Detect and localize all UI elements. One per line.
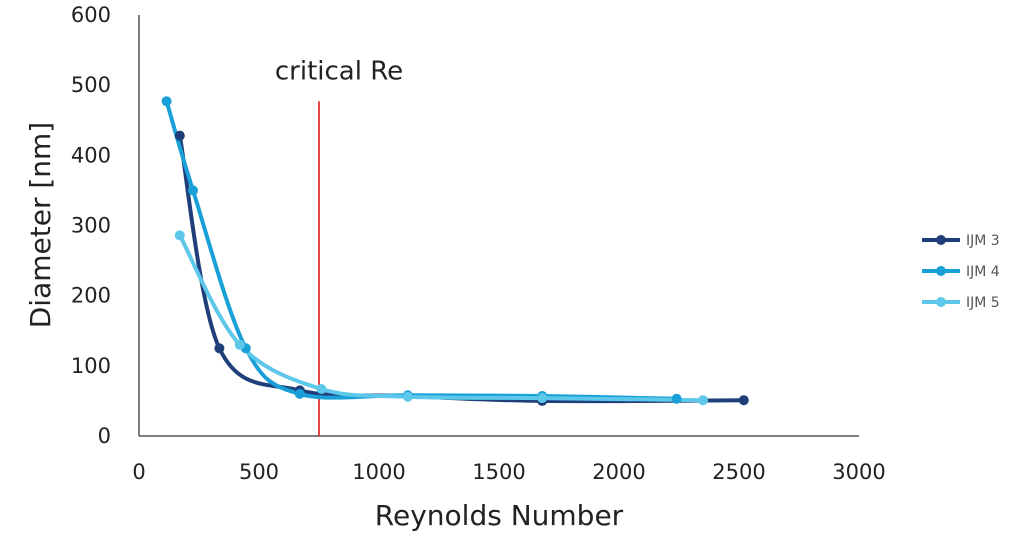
series-line-1 bbox=[164, 99, 679, 401]
x-tick-label: 1500 bbox=[472, 460, 525, 484]
x-tick-labels: 0 500 1000 1500 2000 2500 3000 bbox=[132, 460, 885, 484]
legend-label: IJM 5 bbox=[966, 295, 1000, 311]
x-tick-label: 2000 bbox=[592, 460, 645, 484]
legend-item: IJM 3 bbox=[922, 233, 1000, 249]
x-tick-label: 500 bbox=[239, 460, 279, 484]
legend-swatch-marker bbox=[936, 235, 946, 245]
data-point bbox=[671, 393, 682, 404]
y-tick-label: 300 bbox=[71, 214, 111, 238]
legend-item: IJM 4 bbox=[922, 264, 1000, 280]
series-line-2 bbox=[177, 233, 705, 403]
y-tick-label: 100 bbox=[71, 354, 111, 378]
data-point bbox=[316, 383, 327, 394]
critical-re-marker: critical Re bbox=[275, 56, 403, 436]
x-tick-label: 3000 bbox=[832, 460, 885, 484]
legend-swatch-marker bbox=[936, 297, 946, 307]
legend-item: IJM 5 bbox=[922, 295, 1000, 311]
legend: IJM 3 IJM 4 IJM 5 bbox=[922, 233, 1000, 311]
x-tick-label: 1000 bbox=[352, 460, 405, 484]
series-points bbox=[161, 96, 749, 406]
y-tick-label: 400 bbox=[71, 143, 111, 167]
y-tick-label: 600 bbox=[71, 3, 111, 27]
data-point bbox=[698, 395, 708, 406]
y-tick-labels: 0 100 200 300 400 500 600 bbox=[71, 3, 111, 448]
data-point bbox=[234, 339, 245, 350]
series-lines bbox=[164, 99, 746, 404]
data-point bbox=[294, 388, 305, 399]
x-tick-label: 2500 bbox=[712, 460, 765, 484]
data-point bbox=[161, 96, 172, 107]
x-axis-title: Reynolds Number bbox=[375, 499, 624, 532]
data-point bbox=[537, 393, 548, 404]
data-point bbox=[738, 395, 749, 406]
data-point bbox=[174, 230, 185, 241]
x-tick-label: 0 bbox=[132, 460, 145, 484]
data-point bbox=[214, 343, 225, 354]
data-point bbox=[402, 391, 413, 402]
critical-re-label: critical Re bbox=[275, 56, 403, 86]
legend-swatch-marker bbox=[936, 266, 946, 276]
legend-label: IJM 3 bbox=[966, 233, 1000, 249]
y-axis-title: Diameter [nm] bbox=[24, 122, 57, 329]
legend-label: IJM 4 bbox=[966, 264, 1000, 280]
data-point bbox=[174, 130, 185, 141]
y-tick-label: 0 bbox=[98, 424, 111, 448]
plot-area: 0 100 200 300 400 500 600 0 500 1000 1500 2000 2500… bbox=[71, 3, 886, 484]
y-tick-label: 200 bbox=[71, 284, 111, 308]
y-tick-label: 500 bbox=[71, 73, 111, 97]
data-point bbox=[188, 185, 198, 196]
series-line-0 bbox=[177, 133, 746, 404]
